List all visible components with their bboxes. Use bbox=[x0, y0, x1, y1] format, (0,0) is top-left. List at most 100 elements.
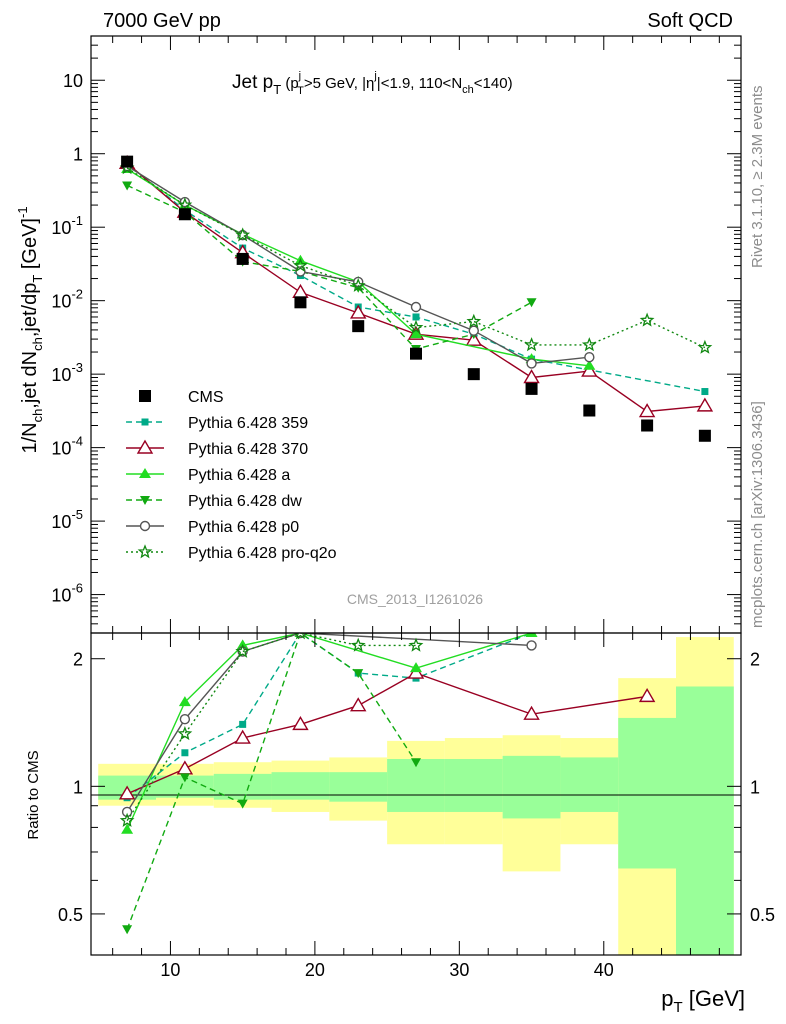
data-point-pythia-6-428-pro-q2o bbox=[524, 337, 540, 352]
chart-title: Jet pT (pj T>5 GeV, |ηj|<1.9, 110<Nch<140… bbox=[232, 70, 513, 97]
data-point-pythia-6-428-370 bbox=[350, 304, 367, 319]
data-point-pythia-6-428-pro-q2o bbox=[350, 277, 366, 292]
analysis-watermark: CMS_2013_I1261026 bbox=[347, 591, 483, 607]
ratio-y-tick-label-left: 1 bbox=[73, 777, 83, 797]
data-point-pythia-6-428-p0 bbox=[468, 325, 479, 336]
series-pythia-6-428-p0 bbox=[121, 160, 595, 369]
data-point-cms bbox=[698, 429, 711, 442]
legend-label: Pythia 6.428 p0 bbox=[188, 519, 299, 536]
y-tick-label: 10-6 bbox=[51, 581, 83, 606]
legend-marker bbox=[141, 418, 149, 426]
ratio-point-pythia-6-428-pro-q2o bbox=[295, 633, 306, 640]
ratio-line-pythia-6-428-370 bbox=[126, 672, 648, 795]
legend-entry-pythia-6-428-dw: Pythia 6.428 dw bbox=[126, 493, 302, 510]
band-green-bin bbox=[444, 759, 503, 812]
data-point-cms bbox=[410, 347, 422, 360]
data-point-cms bbox=[294, 296, 307, 309]
data-point-cms bbox=[236, 252, 249, 265]
legend-label: Pythia 6.428 370 bbox=[188, 441, 308, 458]
ratio-point-pythia-6-428-dw bbox=[237, 799, 248, 809]
ratio-point-pythia-6-428-pro-q2o bbox=[408, 637, 424, 652]
mcplots-label: mcplots.cern.ch [arXiv:1306.3436] bbox=[749, 401, 766, 628]
header-right-label: Soft QCD bbox=[647, 10, 733, 32]
data-point-cms bbox=[352, 320, 365, 333]
ratio-y-tick-label-left: 2 bbox=[73, 650, 83, 670]
band-green-bin bbox=[502, 755, 561, 819]
series-pythia-6-428-a bbox=[121, 162, 596, 370]
series-line-pythia-6-428-370 bbox=[126, 162, 705, 413]
y-tick-label: 10 bbox=[63, 71, 83, 91]
main-y-axis-label: 1/Nch,jet dNch,jet/dpT [GeV]-1 bbox=[15, 206, 45, 453]
legend-label: Pythia 6.428 dw bbox=[188, 493, 302, 510]
data-point-cms bbox=[525, 382, 538, 395]
main-series-group bbox=[118, 154, 714, 442]
x-tick-label: 10 bbox=[160, 960, 180, 980]
series-pythia-6-428-pro-q2o bbox=[119, 160, 713, 354]
legend-entry-pythia-6-428-370: Pythia 6.428 370 bbox=[126, 439, 308, 458]
legend-entry-pythia-6-428-a: Pythia 6.428 a bbox=[126, 467, 290, 484]
legend-marker bbox=[139, 520, 151, 532]
ratio-line-pythia-6-428-pro-q2o bbox=[126, 633, 416, 821]
ratio-point-pythia-6-428-370 bbox=[350, 697, 367, 712]
data-point-cms bbox=[583, 404, 596, 417]
y-tick-label: 10-1 bbox=[51, 213, 83, 238]
series-line-pythia-6-428-pro-q2o bbox=[126, 167, 706, 349]
ratio-point-pythia-6-428-a bbox=[525, 633, 538, 637]
legend-entry-pythia-6-428-pro-q2o: Pythia 6.428 pro-q2o bbox=[126, 544, 337, 562]
y-tick-label: 10-5 bbox=[51, 507, 83, 532]
data-point-pythia-6-428-p0 bbox=[526, 358, 537, 369]
ratio-point-pythia-6-428-dw bbox=[179, 773, 190, 783]
data-point-pythia-6-428-a bbox=[583, 359, 596, 370]
band-green-bin bbox=[156, 775, 214, 798]
ratio-point-pythia-6-428-370 bbox=[638, 687, 656, 703]
header-left-label: 7000 GeV pp bbox=[103, 10, 221, 32]
axes-ticks: 10 20 30 40 10-6 10-5 10-4 10-3 10-2 10-1 1 10 0.5 0.… bbox=[51, 35, 775, 980]
data-point-pythia-6-428-370 bbox=[696, 397, 714, 412]
ratio-point-pythia-6-428-pro-q2o bbox=[235, 643, 251, 658]
legend-marker bbox=[139, 390, 151, 402]
band-green-bin bbox=[271, 772, 330, 800]
data-point-pythia-6-428-a bbox=[410, 328, 422, 339]
ratio-point-pythia-6-428-a bbox=[410, 662, 422, 673]
y-tick-label: 10-4 bbox=[51, 434, 83, 459]
data-point-pythia-6-428-pro-q2o bbox=[697, 339, 713, 354]
legend-label: Pythia 6.428 a bbox=[188, 467, 290, 484]
ratio-series-pythia-6-428-370 bbox=[118, 664, 656, 800]
data-point-pythia-6-428-359 bbox=[701, 388, 709, 396]
data-point-cms bbox=[121, 155, 134, 168]
x-tick-label: 30 bbox=[449, 960, 469, 980]
legend-entry-pythia-6-428-359: Pythia 6.428 359 bbox=[126, 415, 308, 432]
legend-entry-pythia-6-428-p0: Pythia 6.428 p0 bbox=[126, 519, 299, 536]
data-point-cms bbox=[641, 419, 654, 432]
data-point-pythia-6-428-pro-q2o bbox=[581, 337, 597, 352]
data-point-pythia-6-428-370 bbox=[581, 362, 598, 377]
data-point-cms bbox=[178, 208, 191, 221]
legend-marker bbox=[139, 468, 151, 478]
ratio-point-pythia-6-428-dw bbox=[411, 758, 421, 768]
ratio-point-pythia-6-428-dw bbox=[353, 669, 364, 679]
ratio-point-pythia-6-428-a bbox=[121, 823, 134, 834]
band-green-bin bbox=[387, 759, 445, 812]
x-tick-label: 40 bbox=[594, 960, 614, 980]
data-point-pythia-6-428-pro-q2o bbox=[408, 319, 424, 334]
legend-marker bbox=[137, 544, 153, 559]
ratio-point-pythia-6-428-359 bbox=[181, 749, 189, 757]
ratio-y-tick-label-right: 2 bbox=[750, 650, 760, 670]
data-point-pythia-6-428-p0 bbox=[410, 301, 422, 313]
ratio-uncertainty-bands bbox=[98, 637, 734, 955]
ratio-point-pythia-6-428-dw bbox=[122, 925, 133, 935]
ratio-point-pythia-6-428-p0 bbox=[121, 806, 133, 818]
legend-marker bbox=[140, 496, 150, 505]
data-point-pythia-6-428-pro-q2o bbox=[177, 197, 193, 212]
data-point-pythia-6-428-pro-q2o bbox=[235, 227, 251, 242]
ratio-panel-frame bbox=[90, 632, 742, 956]
series-line-pythia-6-428-a bbox=[126, 168, 590, 367]
ratio-point-pythia-6-428-370 bbox=[234, 729, 251, 744]
y-tick-label: 10-2 bbox=[51, 287, 83, 312]
series-pythia-6-428-359 bbox=[123, 160, 709, 396]
band-green-bin bbox=[213, 773, 272, 800]
band-green-bin bbox=[329, 772, 388, 802]
ratio-point-pythia-6-428-p0 bbox=[179, 714, 191, 725]
